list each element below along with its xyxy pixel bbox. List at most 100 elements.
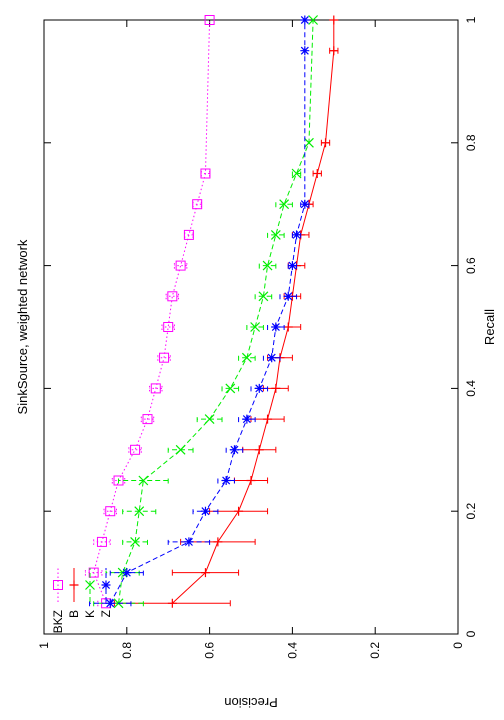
square-marker	[192, 199, 203, 210]
series-line-bkz	[93, 19, 211, 604]
cross-marker	[130, 536, 141, 547]
y-axis-label: Precision	[224, 695, 277, 710]
star-marker	[271, 322, 281, 332]
legend-label: BKZ	[51, 610, 65, 633]
legend-entry-bkz: BKZ	[51, 568, 65, 633]
legend: BKZ B K Z	[51, 568, 113, 633]
square-marker	[105, 506, 116, 517]
y-tick-label: 0	[451, 642, 465, 649]
plus-marker	[246, 476, 256, 485]
error-bar	[161, 324, 175, 330]
error-bar	[165, 293, 180, 300]
plus-marker	[329, 46, 339, 56]
square-marker	[159, 352, 170, 363]
star-marker	[254, 383, 264, 393]
plus-marker	[271, 383, 281, 393]
error-bar	[84, 569, 103, 576]
legend-label: Z	[99, 610, 113, 617]
star-marker	[105, 598, 115, 608]
series-line-k	[118, 19, 314, 604]
cross-marker	[241, 352, 252, 363]
cross-marker	[308, 15, 319, 25]
series-bkz	[84, 15, 215, 609]
x-tick-label: 0.2	[464, 503, 478, 520]
square-marker	[175, 260, 186, 271]
star-marker	[267, 353, 277, 363]
plus-marker	[234, 506, 244, 516]
error-bar	[200, 170, 211, 177]
square-marker	[142, 414, 153, 425]
plus-marker	[213, 537, 223, 547]
cross-marker	[175, 444, 186, 455]
error-bar	[93, 538, 111, 545]
star-marker	[300, 199, 310, 209]
x-tick-label: 1	[464, 16, 478, 23]
plus-marker	[69, 580, 79, 590]
cross-marker	[134, 506, 145, 517]
star-marker	[101, 580, 111, 590]
y-tick-label: 0.2	[368, 642, 382, 659]
legend-label: B	[67, 610, 81, 618]
legend-entry-b: B	[67, 568, 81, 618]
plus-marker	[167, 598, 177, 608]
cross-marker	[85, 580, 95, 590]
square-marker	[200, 168, 211, 179]
x-axis-label: Recall	[482, 309, 497, 345]
error-bar	[157, 354, 171, 361]
star-marker	[292, 230, 302, 240]
series-line-b	[172, 20, 335, 604]
error-bar	[103, 508, 117, 515]
square-marker	[204, 15, 215, 25]
series-line-z	[109, 20, 306, 604]
star-marker	[287, 261, 297, 271]
legend-label: K	[83, 610, 97, 618]
y-tick-label: 0.6	[203, 642, 217, 659]
square-marker	[113, 475, 124, 486]
y-tick-label: 0.8	[120, 642, 134, 659]
star-marker	[229, 445, 239, 455]
axis-ticks: 0 0.2 0.4 0.6 0.8 1 0 0.2 0.4 0.6 0.8 1	[37, 16, 478, 658]
series-k	[93, 15, 319, 609]
square-marker	[167, 291, 178, 302]
plus-marker	[200, 568, 210, 578]
star-marker	[122, 568, 132, 578]
star-marker	[242, 414, 252, 424]
star-marker	[300, 15, 310, 25]
x-tick-label: 0.6	[464, 257, 478, 274]
star-marker	[200, 506, 210, 516]
plus-marker	[312, 169, 322, 178]
plus-marker	[321, 138, 331, 148]
x-tick-label: 0.8	[464, 134, 478, 151]
chart-title: SinkSource, weighted network	[15, 239, 30, 414]
cross-marker	[304, 137, 314, 148]
square-marker	[130, 444, 141, 455]
square-marker	[88, 567, 99, 578]
square-marker	[163, 322, 174, 332]
square-marker	[183, 229, 194, 240]
error-bar	[140, 416, 155, 423]
y-tick-label: 1	[37, 642, 51, 649]
star-marker	[221, 476, 231, 485]
series-z	[89, 15, 310, 608]
error-bar	[128, 446, 142, 453]
plus-marker	[329, 15, 339, 25]
square-marker	[53, 580, 63, 590]
error-bar	[173, 262, 188, 269]
cross-marker	[225, 383, 236, 394]
cross-marker	[262, 260, 273, 271]
cross-marker	[258, 291, 269, 302]
plus-marker	[283, 322, 293, 332]
cross-marker	[270, 229, 281, 240]
square-marker	[150, 383, 161, 394]
legend-entry-z: Z	[99, 568, 113, 617]
error-bar	[149, 385, 163, 392]
cross-marker	[291, 168, 302, 179]
legend-entry-k: K	[83, 568, 97, 618]
error-bar	[192, 201, 202, 208]
series-layer	[84, 15, 339, 609]
x-tick-label: 0	[464, 630, 478, 637]
plus-marker	[263, 414, 273, 424]
error-bar	[184, 231, 194, 238]
